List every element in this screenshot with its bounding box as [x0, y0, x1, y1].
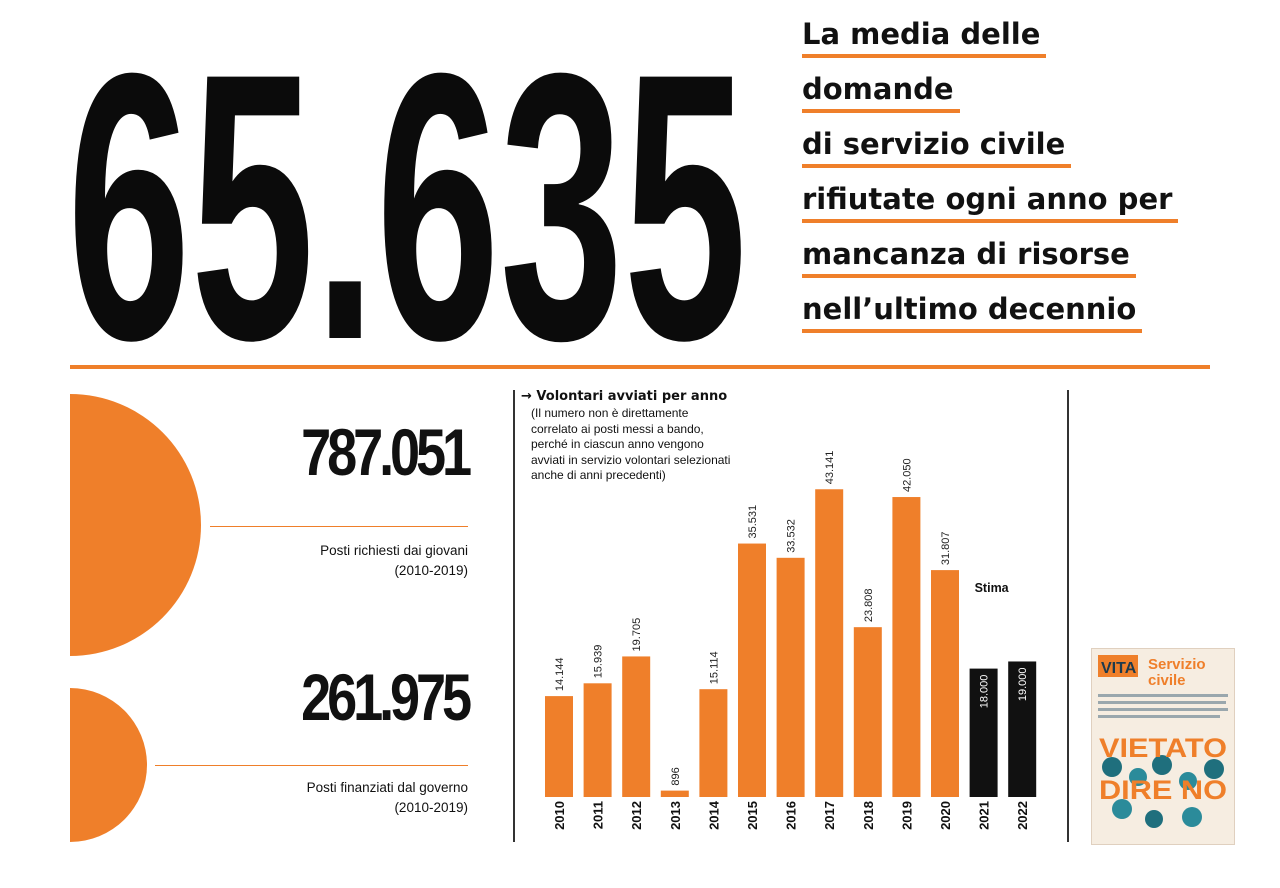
stat-requested-label: Posti richiesti dai giovani (2010-2019)	[320, 543, 468, 578]
large-semicircle-icon	[70, 394, 201, 656]
x-tick-label-2014: 2014	[706, 800, 721, 830]
bar-value-label-2018: 23.808	[863, 589, 875, 623]
stat-funded-value: 261.975	[301, 660, 472, 734]
bar-2017	[815, 489, 844, 797]
magazine-cover[interactable]: VITA Servizio civile VIETATO DIRE NO	[1091, 648, 1235, 845]
x-tick-label-2015: 2015	[745, 801, 760, 830]
x-tick-label-2021: 2021	[977, 801, 992, 830]
headline-line-6: nell’ultimo decennio	[802, 289, 1272, 344]
bar-2010	[545, 696, 573, 797]
cover-title-line1: Servizio	[1148, 656, 1206, 673]
small-semicircle-icon	[70, 688, 147, 842]
bar-value-label-2015: 35.531	[747, 505, 759, 539]
bar-value-label-2019: 42.050	[901, 458, 913, 492]
x-tick-label-2017: 2017	[822, 801, 837, 830]
x-tick-label-2019: 2019	[899, 801, 914, 830]
cover-title-line2: civile	[1148, 672, 1186, 689]
x-tick-label-2013: 2013	[668, 801, 683, 830]
section-divider	[70, 365, 1210, 369]
cover-headline-line2: DIRE NO	[1099, 775, 1227, 805]
hero-number: 65.635	[67, 10, 747, 355]
stat-requested-value: 787.051	[301, 415, 472, 489]
bar-2016	[776, 557, 805, 797]
bar-value-label-2017: 43.141	[824, 451, 836, 485]
headline-line-2: domande	[802, 69, 1272, 124]
bar-value-label-2020: 31.807	[940, 531, 952, 565]
bar-2011	[583, 683, 612, 797]
hero-number-text: 65.635	[67, 10, 747, 355]
headline-line-1: La media delle	[802, 14, 1272, 69]
x-tick-label-2011: 2011	[591, 801, 606, 829]
x-tick-label-2016: 2016	[784, 801, 799, 830]
bar-2013	[660, 790, 689, 797]
chart-right-rule	[1067, 390, 1069, 842]
x-tick-label-2020: 2020	[938, 801, 953, 830]
estimate-label: Stima	[975, 581, 1010, 595]
semicircle-decorations	[70, 394, 201, 842]
bar-value-label-2010: 14.144	[554, 657, 566, 691]
headline: La media delle domande di servizio civil…	[802, 14, 1272, 344]
x-tick-label-2012: 2012	[629, 801, 644, 830]
chart-title: → Volontari avviati per anno	[521, 389, 728, 404]
x-tick-label-2018: 2018	[861, 801, 876, 830]
bar-2021	[969, 668, 998, 797]
bar-value-label-2011: 15.939	[593, 645, 605, 679]
bar-value-label-2014: 15.114	[708, 651, 720, 684]
bar-value-label-2021: 18.000	[979, 675, 991, 709]
bar-2022	[1008, 661, 1037, 797]
magazine-cover-faces-icon: VITA Servizio civile VIETATO DIRE NO	[1098, 655, 1228, 828]
bar-2020	[931, 570, 959, 797]
headline-line-5: mancanza di risorse	[802, 234, 1272, 289]
cover-brand: VITA	[1101, 660, 1137, 677]
chart-left-rule	[513, 390, 515, 842]
bar-value-label-2022: 19.000	[1017, 667, 1029, 701]
bar-2012	[622, 656, 651, 797]
stat-requested-rule	[210, 526, 468, 527]
x-tick-label-2022: 2022	[1015, 801, 1030, 830]
bar-series: 14.144 2010 15.939 2011 19.705 2012 896 2013 15.…	[545, 451, 1037, 830]
bar-2018	[853, 627, 882, 797]
bar-2015	[738, 543, 766, 797]
bar-value-label-2016: 33.532	[786, 519, 798, 553]
bar-chart: 14.144 2010 15.939 2011 19.705 2012 896 2013 15.…	[545, 451, 1037, 830]
cover-headline-line1: VIETATO	[1099, 733, 1227, 763]
bar-value-label-2013: 896	[670, 767, 682, 785]
headline-line-4: rifiutate ogni anno per	[802, 179, 1272, 234]
x-tick-label-2010: 2010	[552, 801, 567, 830]
stat-funded-rule	[155, 765, 468, 766]
bar-value-label-2012: 19.705	[631, 618, 643, 652]
bar-2019	[892, 497, 921, 797]
chart-note: (Il numero non è direttamente correlato …	[531, 406, 731, 482]
stat-funded-label: Posti finanziati dal governo (2010-2019)	[306, 780, 468, 815]
headline-line-3: di servizio civile	[802, 124, 1272, 179]
bar-2014	[699, 689, 728, 797]
